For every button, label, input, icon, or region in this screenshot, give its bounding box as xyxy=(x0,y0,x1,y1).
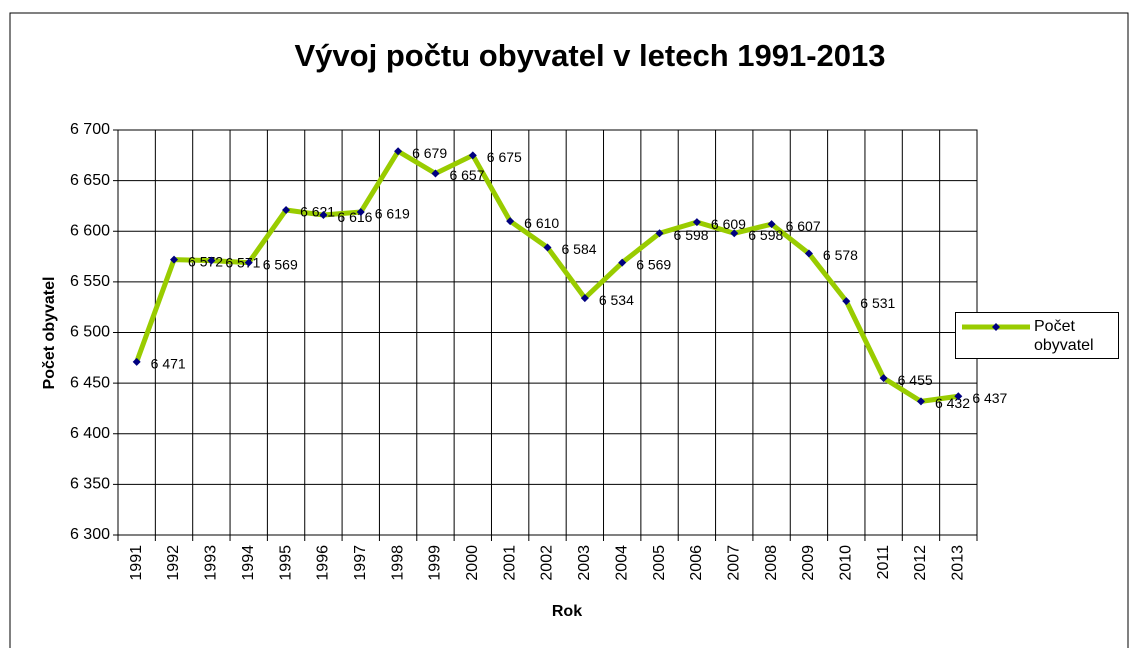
marker xyxy=(506,217,515,226)
marker xyxy=(730,229,739,238)
legend-marker xyxy=(992,323,1000,331)
y-tick-label: 6 550 xyxy=(70,273,110,290)
data-label: 6 437 xyxy=(972,390,1007,406)
data-label: 6 569 xyxy=(263,256,298,272)
marker xyxy=(282,205,291,214)
x-tick-label: 1993 xyxy=(203,545,220,581)
data-label: 6 455 xyxy=(898,372,933,388)
marker xyxy=(879,374,888,383)
data-label: 6 531 xyxy=(860,295,895,311)
x-tick-label: 2011 xyxy=(875,545,892,580)
data-label: 6 534 xyxy=(599,292,634,308)
data-label: 6 584 xyxy=(562,241,597,257)
x-tick-label: 2008 xyxy=(763,545,780,581)
data-label: 6 610 xyxy=(524,215,559,231)
y-tick-label: 6 650 xyxy=(70,172,110,189)
data-label: 6 569 xyxy=(636,256,671,272)
x-tick-label: 2003 xyxy=(576,545,593,581)
marker xyxy=(804,249,813,258)
marker xyxy=(431,169,440,178)
x-tick-label: 2009 xyxy=(800,545,817,581)
legend: Počet obyvatel xyxy=(955,312,1119,359)
chart-title: Vývoj počtu obyvatel v letech 1991-2013 xyxy=(295,38,886,73)
chart-border xyxy=(9,12,1129,648)
y-tick-label: 6 350 xyxy=(70,476,110,493)
data-label: 6 598 xyxy=(748,227,783,243)
x-tick-label: 2002 xyxy=(539,545,556,581)
marker xyxy=(916,397,925,406)
legend-swatch xyxy=(962,323,1030,331)
x-tick-label: 1996 xyxy=(315,545,332,581)
x-tick-label: 2012 xyxy=(912,545,929,581)
x-tick-label: 1994 xyxy=(240,545,257,581)
marker xyxy=(170,255,179,264)
x-tick-label: 1991 xyxy=(128,545,145,581)
x-tick-label: 2007 xyxy=(725,545,742,581)
data-label: 6 619 xyxy=(375,206,410,222)
data-label: 6 607 xyxy=(786,218,821,234)
y-tick-label: 6 600 xyxy=(70,222,110,239)
x-tick-label: 1999 xyxy=(427,545,444,581)
x-tick-label: 2005 xyxy=(651,545,668,581)
x-tick-label: 2004 xyxy=(613,545,630,581)
marker xyxy=(618,258,627,267)
y-tick-label: 6 300 xyxy=(70,526,110,543)
x-tick-label: 2010 xyxy=(838,545,855,581)
data-label: 6 675 xyxy=(487,149,522,165)
data-label: 6 609 xyxy=(711,216,746,232)
x-tick-label: 2013 xyxy=(950,545,967,581)
x-tick-label: 2000 xyxy=(464,545,481,581)
legend-label: Počet obyvatel xyxy=(1034,318,1094,354)
marker xyxy=(580,294,589,303)
marker xyxy=(543,243,552,252)
marker xyxy=(468,151,477,160)
data-label: 6 616 xyxy=(337,209,372,225)
data-label: 6 578 xyxy=(823,247,858,263)
x-tick-label: 1992 xyxy=(165,545,182,581)
y-axis-label: Počet obyvatel xyxy=(41,277,58,390)
x-tick-label: 2001 xyxy=(501,545,518,581)
data-label: 6 598 xyxy=(674,227,709,243)
marker xyxy=(207,256,216,265)
y-tick-label: 6 400 xyxy=(70,425,110,442)
x-axis-label: Rok xyxy=(552,603,582,620)
y-tick-label: 6 500 xyxy=(70,324,110,341)
marker xyxy=(842,297,851,306)
marker xyxy=(954,392,963,401)
data-label: 6 679 xyxy=(412,145,447,161)
data-label: 6 621 xyxy=(300,204,335,220)
marker xyxy=(132,357,141,366)
marker xyxy=(655,229,664,238)
marker xyxy=(356,208,365,217)
x-tick-label: 1997 xyxy=(352,545,369,581)
data-label: 6 572 xyxy=(188,253,223,269)
marker xyxy=(767,220,776,229)
data-label: 6 571 xyxy=(225,254,260,270)
y-tick-label: 6 700 xyxy=(70,121,110,138)
marker xyxy=(692,218,701,227)
x-tick-label: 1998 xyxy=(389,545,406,581)
data-label: 6 657 xyxy=(449,167,484,183)
data-label: 6 471 xyxy=(151,356,186,372)
data-label: 6 432 xyxy=(935,395,970,411)
marker xyxy=(394,147,403,156)
x-tick-label: 2006 xyxy=(688,545,705,581)
marker xyxy=(244,258,253,267)
y-tick-label: 6 450 xyxy=(70,374,110,391)
marker xyxy=(319,211,328,220)
x-tick-label: 1995 xyxy=(277,545,294,581)
